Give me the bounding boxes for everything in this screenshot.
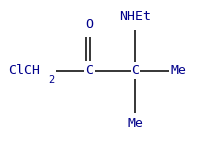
Text: C: C: [85, 64, 94, 77]
Text: ClCH: ClCH: [9, 64, 40, 77]
Text: 2: 2: [48, 75, 54, 85]
Text: Me: Me: [127, 117, 143, 130]
Text: Me: Me: [170, 64, 186, 77]
Text: O: O: [85, 18, 94, 31]
Text: C: C: [131, 64, 139, 77]
Text: NHEt: NHEt: [119, 10, 151, 23]
